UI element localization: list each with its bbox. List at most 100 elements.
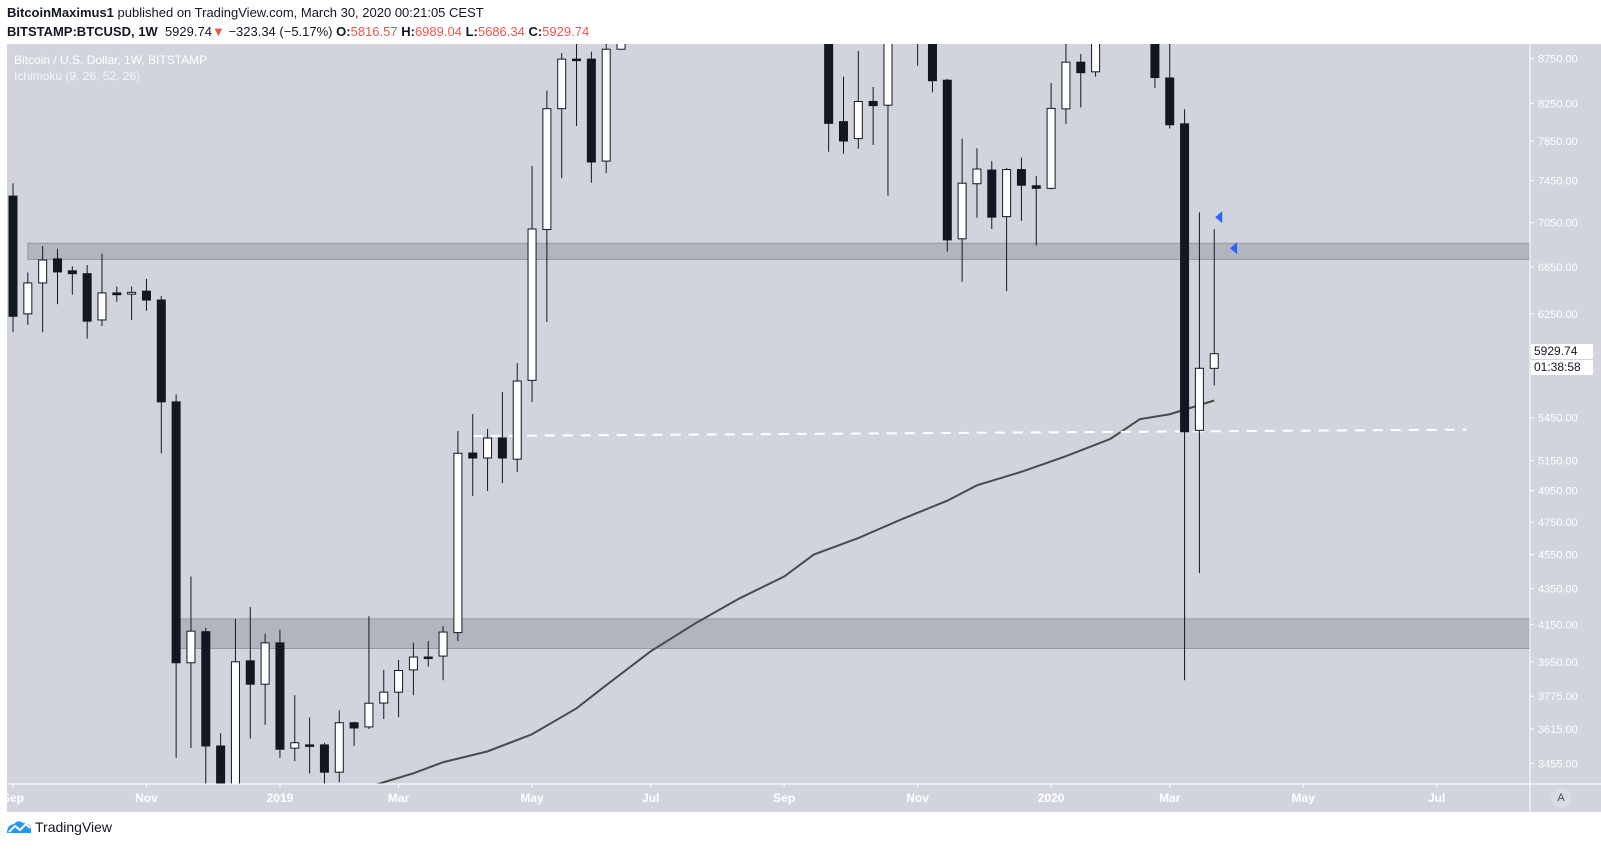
bearish-candle [216,733,226,784]
moving-average-line [374,399,1215,784]
bearish-candle [141,278,151,311]
price-tick-label: 3455.00 [1538,758,1578,770]
bullish-candle [97,253,107,327]
candle-body [483,437,493,459]
open-label: O: [336,24,351,39]
bullish-candle [230,618,240,784]
candle-body [527,228,537,381]
candle-body [899,17,907,21]
markers-layer [1215,211,1238,255]
tradingview-cloud-icon [7,821,31,833]
candle-body [141,290,151,301]
arrow-marker-icon [1230,242,1238,255]
chart-legend-title: Bitcoin / U.S. Dollar, 1W, BITSTAMP [14,53,208,67]
last-value: 5929.74 [164,24,212,39]
bearish-candle [1165,44,1175,129]
candles-layer [8,0,1219,784]
price-tick-label: 5150.00 [1538,456,1578,468]
candle-body [1194,367,1204,431]
candle-body [586,58,596,163]
time-tick-label: 2020 [1038,791,1065,805]
candle-body [972,168,982,185]
bearish-candle [245,607,255,739]
bearish-candle [1076,53,1086,108]
candle-body [38,259,48,284]
candle-body [1091,44,1101,73]
author-name[interactable]: BitcoinMaximus1 [7,5,114,20]
auto-scale-button[interactable]: A [1551,788,1571,808]
candle-body [557,58,567,110]
change-value: −323.34 (−5.17%) [228,24,333,39]
last-price-label: 5929.74 [1531,344,1593,359]
dashed-level-layer [472,428,1467,438]
candle-body [112,292,122,296]
bearish-candle [1136,0,1144,13]
candle-body [1209,353,1219,369]
price-tick-label: 3950.00 [1538,657,1578,669]
candle-body [156,299,166,403]
candle-body [245,660,255,685]
time-tick-label: 2019 [267,791,294,805]
time-axis[interactable]: Sep Nov 2019 Mar May Jul Sep Nov 2020 Mar May Jul [2,784,1445,805]
candle-body [1016,169,1026,186]
price-tick-label: 4350.00 [1538,584,1578,596]
support-resistance-zone [27,242,1530,260]
bullish-candle [23,272,33,325]
price-tick-label: 4950.00 [1538,486,1578,498]
plot-background [7,44,1601,812]
bearish-candle [1150,44,1160,88]
bearish-candle [112,286,122,302]
candle-body [453,452,463,634]
tradingview-logo[interactable]: TradingView [6,819,112,835]
brand-name: TradingView [35,819,113,835]
symbol-info: BITSTAMP:BTCUSD, 1W 5929.74▼ −323.34 (−5… [7,24,589,39]
candle-body [942,79,952,241]
down-triangle-icon: ▼ [211,24,225,39]
price-tick-label: 7850.00 [1538,136,1578,148]
bullish-candle [883,44,893,196]
dashed-level-line [472,428,1467,438]
bullish-candle [260,633,270,725]
bullish-candle [453,431,463,641]
bearish-candle [691,0,699,24]
bullish-candle [1194,212,1204,574]
candle-body [1106,0,1114,6]
publish-info: BitcoinMaximus1 published on TradingView… [7,5,484,20]
candle-body [230,661,240,784]
candle-body [201,631,211,747]
bullish-candle [706,0,714,4]
bearish-candle [572,44,582,126]
bearish-candle [8,183,18,333]
candle-body [423,656,433,660]
time-tick-label: Nov [906,791,929,805]
bullish-candle [38,245,48,333]
price-tick-label: 8250.00 [1538,98,1578,110]
candle-body [438,631,448,657]
indicator-legend[interactable]: Ichimoku (9, 26, 52, 26) [14,69,141,83]
candle-body [838,121,848,142]
candle-body [914,21,922,34]
price-tick-label: 8750.00 [1538,54,1578,66]
bearish-candle [1016,157,1026,221]
candle-body [853,100,863,140]
price-tick-label: 4550.00 [1538,550,1578,562]
bullish-candle [1209,229,1219,386]
arrow-marker-icon [1215,211,1223,224]
candle-body [927,44,937,82]
price-tick-label: 7450.00 [1538,176,1578,188]
candle-body [394,669,404,693]
price-tick-label: 6650.00 [1538,262,1578,274]
bearish-candle [319,742,329,784]
bullish-candle [1061,44,1071,124]
candle-body [319,744,329,773]
candle-body [572,58,582,62]
candle-body [824,44,834,124]
bearish-candle [349,721,359,746]
price-axis[interactable]: 8750.00 8250.00 7850.00 7450.00 7050.00 6650.… [1530,54,1578,771]
bullish-candle [379,669,389,720]
bullish-candle [1106,0,1114,26]
bullish-candle [1002,168,1012,292]
price-tick-label: 3615.00 [1538,724,1578,736]
candle-body [601,48,611,162]
